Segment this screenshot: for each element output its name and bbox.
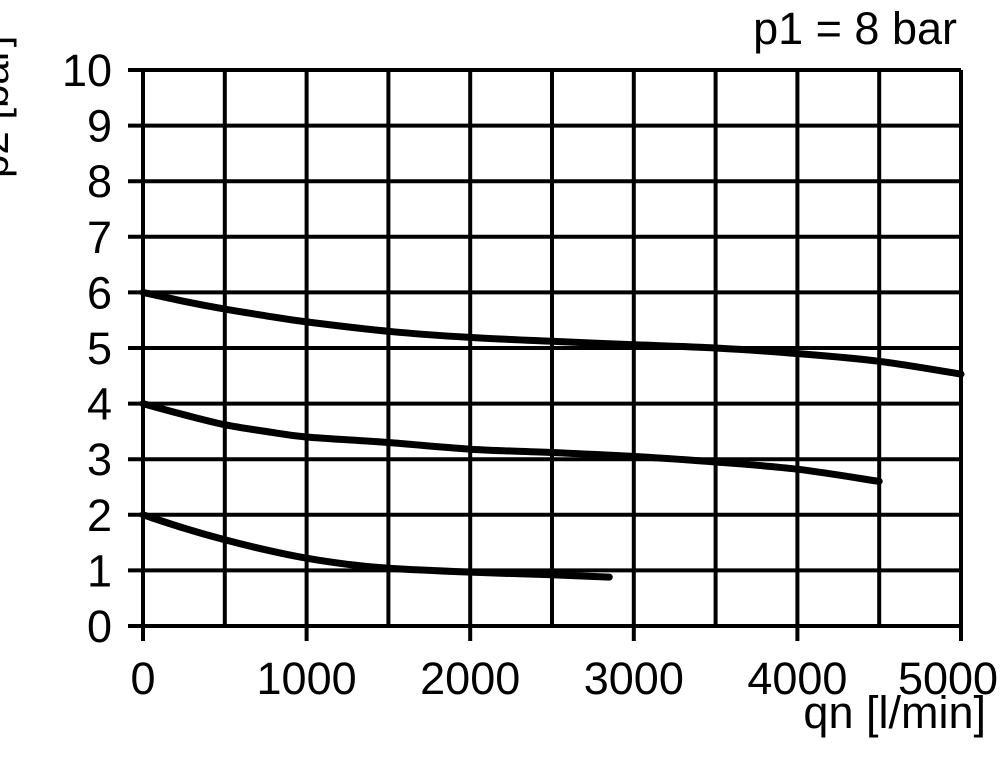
flow-curve-3 bbox=[139, 511, 613, 581]
y-tick-label: 9 bbox=[87, 101, 112, 152]
y-tick-label: 4 bbox=[87, 379, 112, 430]
chart-title: p1 = 8 bar bbox=[753, 3, 957, 54]
flow-curve-1 bbox=[139, 288, 965, 378]
y-tick-label: 0 bbox=[87, 601, 112, 652]
y-tick-label: 7 bbox=[87, 212, 112, 263]
y-tick-label: 5 bbox=[87, 323, 112, 374]
x-tick-label: 1000 bbox=[257, 653, 357, 704]
flow-curves bbox=[139, 288, 965, 581]
flow-curve-2 bbox=[139, 400, 883, 485]
x-tick-label: 0 bbox=[130, 653, 155, 704]
x-tick-labels: 0 1000 2000 3000 4000 5000 bbox=[130, 653, 998, 704]
x-tick-label: 3000 bbox=[584, 653, 684, 704]
x-axis-label: qn [l/min] bbox=[803, 687, 986, 738]
y-tick-label: 10 bbox=[62, 45, 112, 96]
y-tick-label: 8 bbox=[87, 156, 112, 207]
y-tick-label: 2 bbox=[87, 490, 112, 541]
x-tick-label: 4000 bbox=[747, 653, 847, 704]
y-tick-label: 6 bbox=[87, 267, 112, 318]
y-tick-label: 1 bbox=[87, 545, 112, 596]
x-tick-label: 5000 bbox=[898, 653, 998, 704]
x-tick-label: 2000 bbox=[420, 653, 520, 704]
y-tick-label: 3 bbox=[87, 434, 112, 485]
